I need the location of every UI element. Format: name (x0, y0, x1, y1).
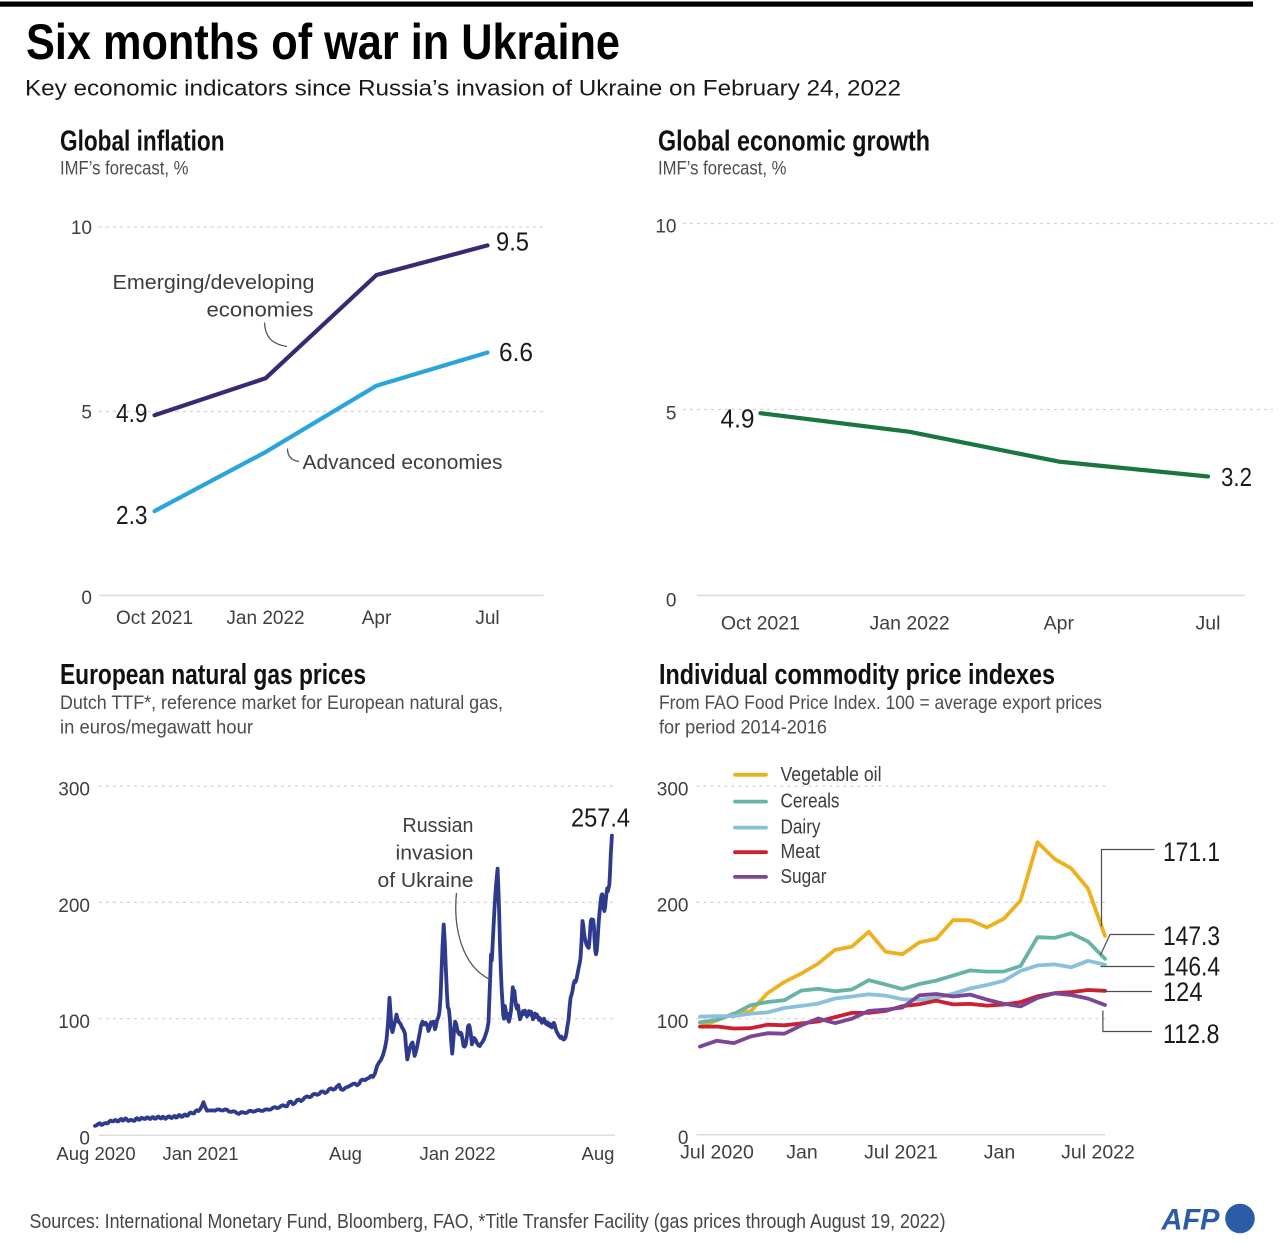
svg-text:for period 2014-2016: for period 2014-2016 (659, 717, 827, 739)
svg-text:300: 300 (58, 780, 90, 801)
svg-text:146.4: 146.4 (1163, 952, 1220, 982)
svg-text:European natural gas prices: European natural gas prices (60, 659, 366, 691)
svg-text:Jan 2022: Jan 2022 (226, 608, 304, 629)
svg-text:Dutch TTF*, reference market f: Dutch TTF*, reference market for Europea… (60, 692, 503, 714)
svg-text:Emerging/developing: Emerging/developing (113, 272, 315, 294)
svg-text:Aug: Aug (329, 1143, 362, 1164)
svg-text:Global economic growth: Global economic growth (658, 126, 930, 158)
svg-text:124: 124 (1163, 977, 1203, 1007)
svg-text:From FAO Food Price Index. 100: From FAO Food Price Index. 100 = average… (659, 692, 1102, 714)
svg-text:10: 10 (71, 218, 92, 239)
svg-text:300: 300 (657, 779, 689, 800)
svg-text:Jul 2020: Jul 2020 (680, 1142, 754, 1164)
svg-text:0: 0 (678, 1128, 689, 1149)
svg-text:Advanced economies: Advanced economies (303, 452, 503, 474)
svg-text:Key economic indicators since: Key economic indicators since Russia’s i… (25, 76, 901, 101)
svg-text:of Ukraine: of Ukraine (378, 870, 474, 892)
svg-text:5: 5 (81, 403, 92, 424)
svg-text:100: 100 (657, 1012, 689, 1033)
svg-text:Jul 2021: Jul 2021 (864, 1142, 938, 1164)
svg-text:invasion: invasion (396, 843, 474, 865)
svg-text:10: 10 (655, 217, 676, 238)
svg-text:4.9: 4.9 (116, 398, 148, 428)
svg-text:Sugar: Sugar (781, 866, 827, 888)
svg-text:IMF’s forecast, %: IMF’s forecast, % (658, 158, 787, 180)
svg-text:100: 100 (58, 1012, 90, 1033)
svg-text:200: 200 (657, 896, 689, 917)
svg-text:Jul: Jul (1196, 613, 1221, 635)
svg-text:Vegetable oil: Vegetable oil (781, 764, 882, 786)
svg-text:2.3: 2.3 (116, 500, 148, 530)
svg-text:0: 0 (79, 1128, 90, 1149)
svg-text:Six months of war in Ukraine: Six months of war in Ukraine (26, 14, 620, 70)
svg-text:257.4: 257.4 (571, 803, 630, 833)
svg-text:171.1: 171.1 (1163, 837, 1220, 867)
svg-text:0: 0 (81, 588, 92, 609)
svg-text:Meat: Meat (781, 841, 821, 863)
svg-text:in euros/megawatt hour: in euros/megawatt hour (60, 717, 253, 739)
svg-text:6.6: 6.6 (499, 337, 533, 367)
svg-text:Jul 2022: Jul 2022 (1061, 1142, 1135, 1164)
svg-text:Dairy: Dairy (781, 817, 821, 839)
svg-text:Cereals: Cereals (781, 791, 840, 813)
svg-text:economies: economies (207, 300, 314, 322)
svg-text:Jul: Jul (475, 608, 499, 629)
svg-text:Global inflation: Global inflation (60, 126, 225, 158)
svg-text:Sources: International Monetar: Sources: International Monetary Fund, Bl… (30, 1210, 946, 1233)
svg-text:Jan 2022: Jan 2022 (869, 613, 949, 635)
svg-text:Apr: Apr (1044, 613, 1075, 635)
svg-text:Aug 2020: Aug 2020 (56, 1143, 135, 1164)
svg-text:9.5: 9.5 (496, 227, 529, 257)
svg-text:3.2: 3.2 (1221, 462, 1252, 492)
svg-text:Apr: Apr (362, 608, 392, 629)
svg-text:Russian: Russian (403, 815, 474, 837)
svg-text:147.3: 147.3 (1163, 921, 1220, 951)
svg-text:112.8: 112.8 (1163, 1019, 1220, 1049)
svg-text:Jan: Jan (786, 1142, 817, 1164)
svg-text:Oct 2021: Oct 2021 (116, 608, 193, 629)
svg-text:Oct 2021: Oct 2021 (721, 613, 800, 635)
svg-text:5: 5 (666, 404, 677, 425)
svg-text:200: 200 (58, 896, 90, 917)
svg-text:Individual commodity price ind: Individual commodity price indexes (659, 659, 1055, 691)
svg-text:Jan 2021: Jan 2021 (162, 1143, 238, 1164)
svg-text:Jan 2022: Jan 2022 (419, 1143, 495, 1164)
svg-text:AFP: AFP (1161, 1204, 1220, 1237)
svg-text:0: 0 (666, 591, 677, 612)
svg-text:Jan: Jan (984, 1142, 1015, 1164)
svg-text:IMF’s forecast, %: IMF’s forecast, % (60, 158, 189, 180)
svg-text:Aug: Aug (582, 1143, 615, 1164)
svg-text:4.9: 4.9 (721, 404, 755, 434)
